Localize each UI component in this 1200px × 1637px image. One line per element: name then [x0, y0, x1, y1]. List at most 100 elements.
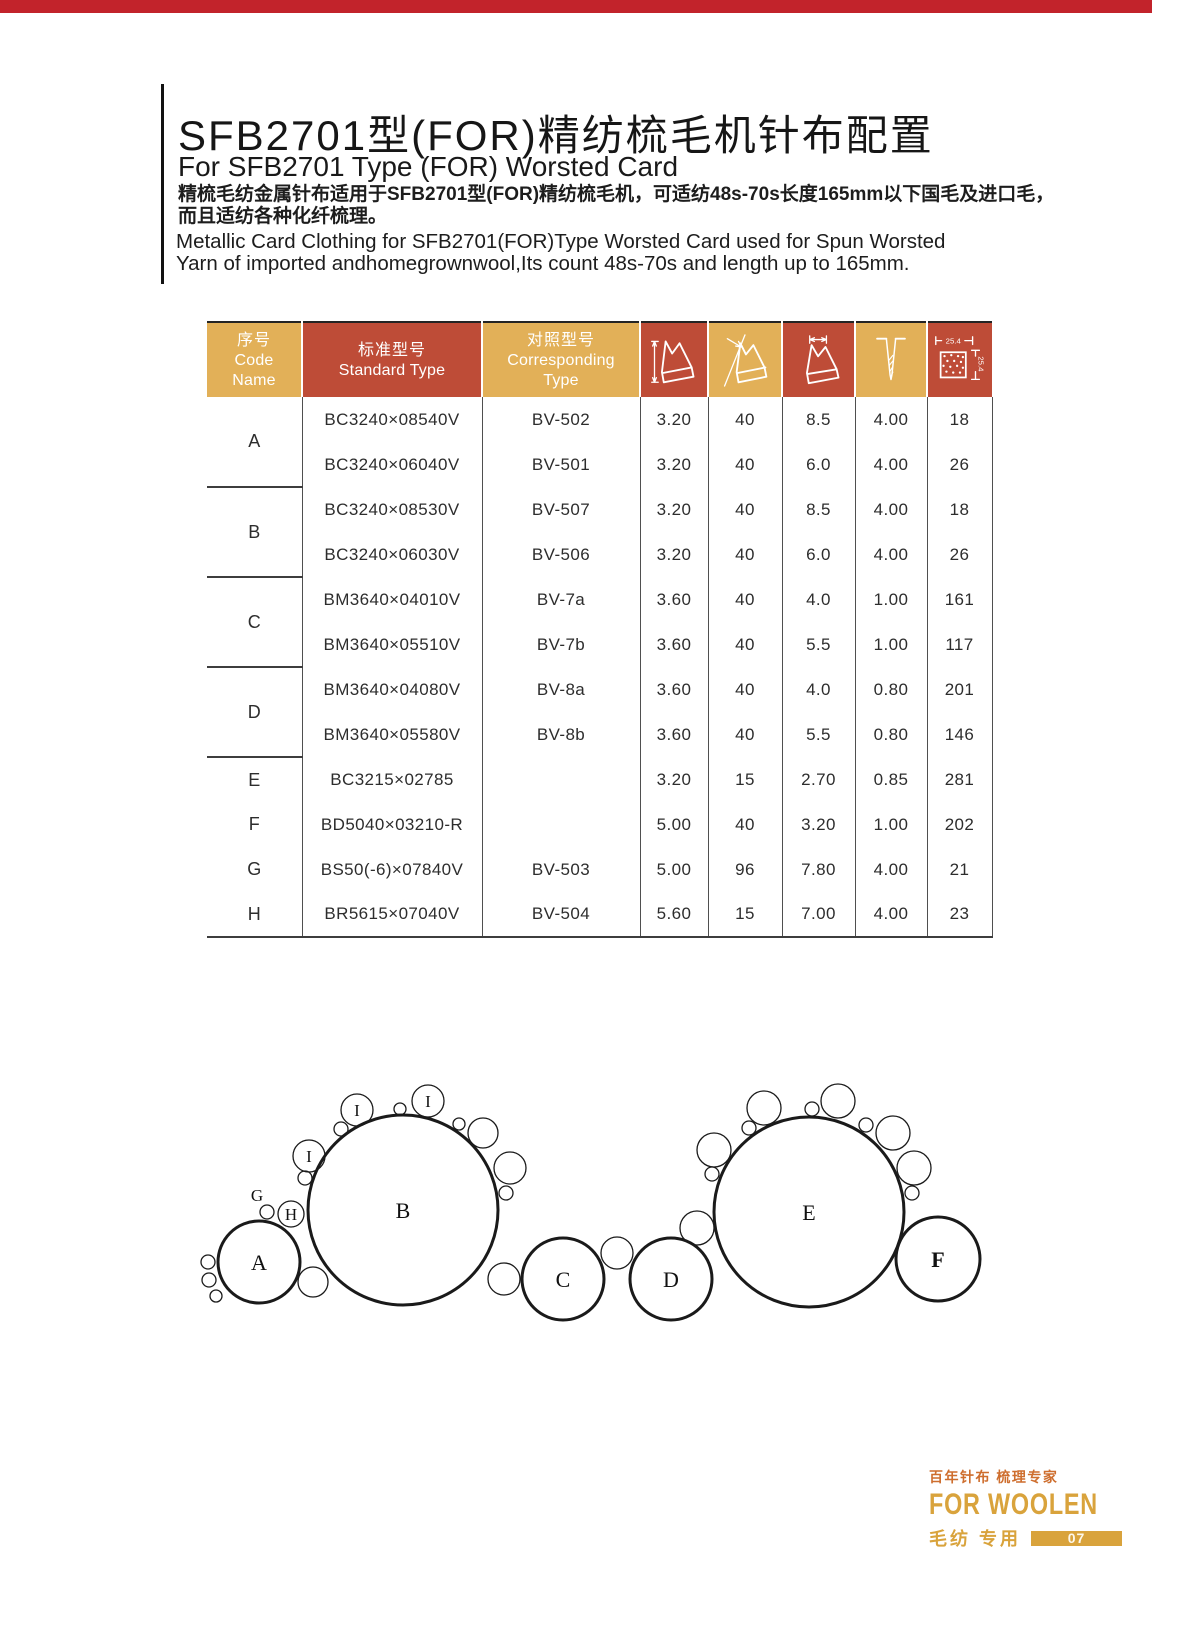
cell-standard-type: BC3240×06030V: [301, 532, 482, 577]
col-header-tooth-pitch: [781, 322, 855, 397]
cell-front-angle: 40: [707, 712, 782, 757]
page-title-en: For SFB2701 Type (FOR) Worsted Card: [178, 151, 679, 182]
cell-point-density: 18: [926, 397, 993, 442]
cell-thickness: 0.80: [854, 667, 927, 712]
roller-label-F: F: [931, 1247, 944, 1272]
description-zh-line2: 而且适纺各种化纤梳理。: [178, 206, 388, 227]
col-header-corresponding-type: 对照型号 Corresponding Type: [481, 322, 640, 397]
cell-corresponding-type: BV-507: [481, 487, 640, 532]
tooth-angle-icon: [723, 334, 768, 387]
table-row: BC3240×06040V BV-501 3.20 40 6.0 4.00 26: [207, 442, 993, 487]
roller-circle: [704, 1166, 720, 1182]
cell-tooth-height: 3.60: [639, 622, 708, 667]
roller-label-A: A: [251, 1250, 267, 1275]
cell-tooth-height: 3.20: [639, 487, 708, 532]
cell-tooth-pitch: 5.5: [781, 622, 855, 667]
cell-thickness: 4.00: [854, 487, 927, 532]
roller-label-E: E: [802, 1200, 815, 1225]
cell-front-angle: 40: [707, 532, 782, 577]
roller-circle-I: [411, 1084, 445, 1118]
table-row: G BS50(-6)×07840V BV-503 5.00 96 7.80 4.00 21: [207, 847, 993, 892]
roller-circle: [333, 1121, 349, 1137]
page-title-zh: SFB2701型(FOR)精纺梳毛机针布配置: [178, 112, 934, 159]
table-row: BM3640×05510V BV-7b 3.60 40 5.5 1.00 117: [207, 622, 993, 667]
col-header-code-zh: 序号: [236, 331, 271, 349]
cell-point-density: 146: [926, 712, 993, 757]
row-code: F: [207, 802, 302, 847]
col-header-standard-type: 标准型号 Standard Type: [301, 322, 482, 397]
cell-tooth-pitch: 8.5: [781, 487, 855, 532]
cell-point-density: 23: [926, 892, 993, 937]
cell-point-density: 21: [926, 847, 993, 892]
cell-thickness: 4.00: [854, 397, 927, 442]
roller-circle: [858, 1117, 874, 1133]
cell-corresponding-type: BV-502: [481, 397, 640, 442]
cell-point-density: 161: [926, 577, 993, 622]
roller-circle: [896, 1150, 932, 1186]
roller-circle: [804, 1101, 820, 1117]
cell-tooth-pitch: 5.5: [781, 712, 855, 757]
roller-circle: [201, 1272, 217, 1288]
cell-corresponding-type: BV-501: [481, 442, 640, 487]
wire-thickness-icon: [876, 337, 906, 381]
table-row: BC3240×06030V BV-506 3.20 40 6.0 4.00 26: [207, 532, 993, 577]
cell-tooth-height: 3.20: [639, 397, 708, 442]
cell-tooth-height: 3.20: [639, 532, 708, 577]
table-header-row: 序号 Code Name 标准型号 Standard Type 对照型号 Cor…: [207, 322, 992, 397]
col-header-front-angle: [707, 322, 782, 397]
roller-circle: [297, 1266, 329, 1298]
cell-corresponding-type: BV-8b: [481, 712, 640, 757]
table-row: D BM3640×04080V BV-8a 3.60 40 4.0 0.80 201: [207, 667, 993, 758]
cell-corresponding-type: BV-503: [481, 847, 640, 892]
cell-thickness: 1.00: [854, 577, 927, 622]
row-code: D: [207, 667, 302, 758]
roller-circle: [209, 1289, 223, 1303]
cell-tooth-pitch: 7.80: [781, 847, 855, 892]
roller-circle: [393, 1102, 407, 1116]
col-header-wire-thickness: [854, 322, 927, 397]
cell-standard-type: BM3640×05510V: [301, 622, 482, 667]
roller-circle: [904, 1185, 920, 1201]
cell-corresponding-type: BV-506: [481, 532, 640, 577]
cell-point-density: 117: [926, 622, 993, 667]
roller-label-I: I: [425, 1092, 431, 1111]
row-code: H: [207, 892, 302, 937]
roller-label-C: C: [556, 1267, 571, 1292]
cell-tooth-pitch: 4.0: [781, 577, 855, 622]
cell-corresponding-type: BV-7a: [481, 577, 640, 622]
col-header-corresponding-en2: Type: [543, 371, 579, 389]
cell-front-angle: 40: [707, 442, 782, 487]
row-code: E: [207, 757, 302, 802]
cell-thickness: 0.85: [854, 757, 927, 802]
cell-tooth-height: 3.60: [639, 577, 708, 622]
cell-tooth-height: 3.20: [639, 757, 708, 802]
cell-point-density: 18: [926, 487, 993, 532]
roller-circle: [875, 1115, 911, 1151]
footer-bottom-row: 毛纺 专用 07: [929, 1525, 1129, 1551]
roller-circle-I: [340, 1093, 374, 1127]
page-number: 07: [1067, 1530, 1086, 1546]
roller-label-D: D: [663, 1267, 679, 1292]
svg-text:25.4: 25.4: [946, 337, 962, 346]
row-code: B: [207, 487, 302, 578]
roller-circle-F: [894, 1215, 982, 1303]
cell-standard-type: BD5040×03210-R: [301, 802, 482, 847]
roller-circle: [259, 1204, 275, 1220]
footer-brand-zh: 毛纺 专用: [929, 1529, 1022, 1549]
cell-tooth-height: 3.60: [639, 712, 708, 757]
description-zh-line1: 精梳毛纺金属针布适用于SFB2701型(FOR)精纺梳毛机，可适纺48s-70s…: [178, 184, 1055, 205]
cell-tooth-pitch: 4.0: [781, 667, 855, 712]
cell-thickness: 4.00: [854, 847, 927, 892]
roller-circle: [741, 1120, 757, 1136]
cell-point-density: 26: [926, 532, 993, 577]
cell-standard-type: BM3640×04080V: [301, 667, 482, 712]
roller-circle: [600, 1236, 634, 1270]
cell-standard-type: BR5615×07040V: [301, 892, 482, 937]
tooth-pitch-icon: [805, 335, 839, 385]
description-zh: 精梳毛纺金属针布适用于SFB2701型(FOR)精纺梳毛机，可适纺48s-70s…: [178, 184, 1178, 228]
svg-text:25.4: 25.4: [976, 356, 985, 372]
table-row: E BC3215×02785 3.20 15 2.70 0.85 281: [207, 757, 993, 802]
description-en: Metallic Card Clothing for SFB2701(FOR)T…: [176, 231, 1016, 274]
roller-circle: [200, 1254, 216, 1270]
cell-standard-type: BC3240×08530V: [301, 487, 482, 532]
